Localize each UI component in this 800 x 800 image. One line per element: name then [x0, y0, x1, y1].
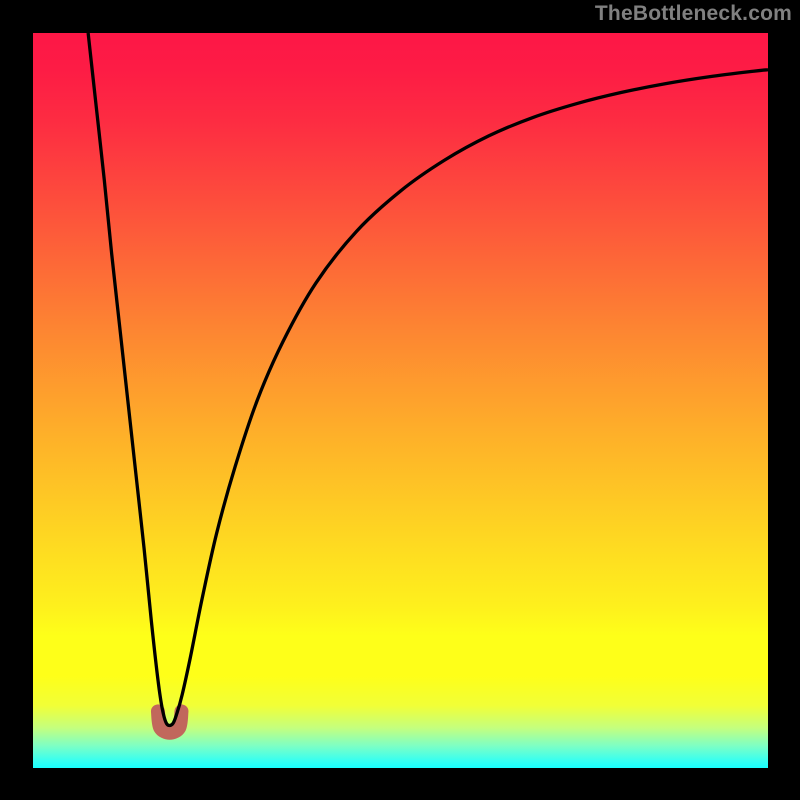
chart-plot-area	[33, 33, 768, 768]
gradient-background	[33, 33, 768, 768]
watermark-text: TheBottleneck.com	[595, 2, 792, 26]
chart-outer: TheBottleneck.com	[0, 0, 800, 800]
chart-svg	[33, 33, 768, 768]
